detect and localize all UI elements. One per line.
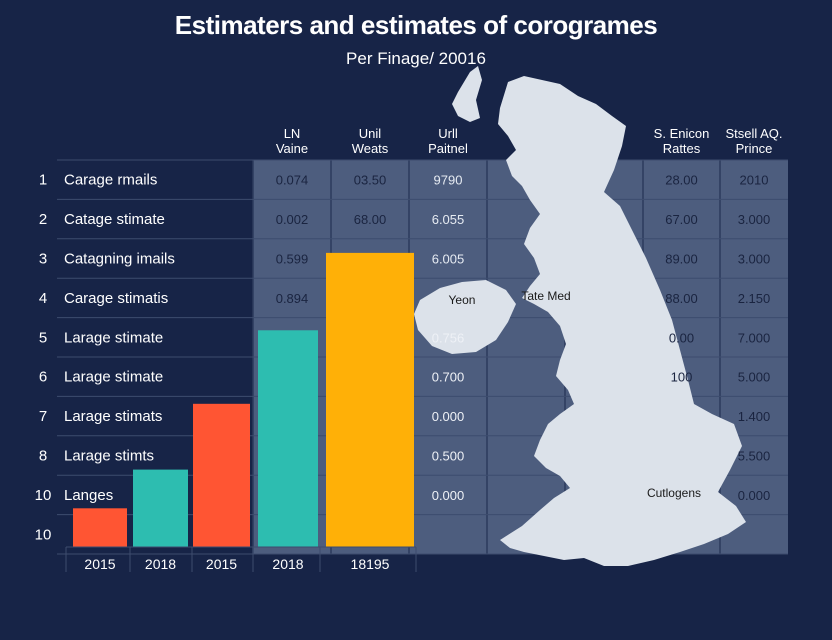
x-tick-label-5: 18195: [351, 556, 390, 572]
table-cell: 0.700: [432, 370, 465, 385]
row-number: 7: [39, 408, 47, 425]
map-label-1: Yeon: [449, 293, 476, 307]
table-cell: 6.055: [432, 212, 465, 227]
column-header-1-line2: Vaine: [276, 141, 308, 156]
table-cell: 0.002: [276, 212, 309, 227]
row-label: Catagning imails: [64, 251, 175, 268]
column-header-3-line2: Paitnel: [428, 141, 468, 156]
row-label: Larage stimate: [64, 369, 163, 386]
column-header-6-line2: Rattes: [663, 141, 701, 156]
column-header-6-line1: S. Enicon: [654, 126, 710, 141]
table-cell: 0.074: [276, 173, 309, 188]
table-cell: 0.000: [432, 488, 465, 503]
x-tick-label-3: 2015: [206, 556, 237, 572]
row-number: 5: [39, 329, 47, 346]
column-header-2-line2: Weats: [352, 141, 389, 156]
uk-map-great-britain: [498, 76, 746, 566]
row-label: Larage stimats: [64, 408, 162, 425]
table-cell: 67.00: [665, 212, 698, 227]
table-cell: 6.005: [432, 252, 465, 267]
bar-3: [193, 403, 250, 547]
row-number: 10: [35, 526, 52, 543]
row-label: Carage stimatis: [64, 290, 168, 307]
table-cell: 03.50: [354, 173, 387, 188]
table-cell: 100: [671, 370, 693, 385]
bar-5: [326, 252, 414, 547]
row-label: Larage stimate: [64, 329, 163, 346]
row-label: Catage stimate: [64, 211, 165, 228]
table-cell: 9790: [434, 173, 463, 188]
uk-map-ireland: [414, 280, 516, 354]
table-cell: 88.00: [665, 291, 698, 306]
row-number: 6: [39, 369, 47, 386]
column-header-7-line1: Stsell AQ.: [725, 126, 782, 141]
uk-map-hebrides: [452, 66, 482, 122]
column-header-3-line1: Urll: [438, 126, 458, 141]
table-cell: 0.894: [276, 291, 309, 306]
column-header-7-line2: Prince: [736, 141, 773, 156]
table-cell: 28.00: [665, 173, 698, 188]
map-label-2: Tate Med: [521, 289, 570, 303]
row-number: 10: [35, 487, 52, 504]
row-number: 8: [39, 448, 47, 465]
bar-2: [133, 469, 188, 547]
row-label: Carage rmails: [64, 172, 157, 189]
uk-map: [414, 66, 746, 566]
table-cell: 0.000: [738, 488, 771, 503]
table-cell: 0.599: [276, 252, 309, 267]
chart-subtitle: Per Finage/ 20016: [346, 49, 486, 68]
column-header-1-line1: LN: [284, 126, 301, 141]
x-tick-label-1: 2015: [84, 556, 115, 572]
table-cell: 0.500: [432, 449, 465, 464]
table-cell: 0.00: [669, 330, 694, 345]
table-cell: 7.000: [738, 330, 771, 345]
row-label: Langes: [64, 487, 113, 504]
table-cell: 2010: [740, 173, 769, 188]
table-cell: 3.000: [738, 252, 771, 267]
table-cell: 1.400: [738, 409, 771, 424]
x-tick-label-2: 2018: [145, 556, 176, 572]
bar-1: [73, 508, 127, 547]
row-number: 4: [39, 290, 47, 307]
table-cell: 0.756: [432, 330, 465, 345]
table-cell: 2.150: [738, 291, 771, 306]
map-label-3: Cutlogens: [647, 486, 701, 500]
table-cell: 0.000: [432, 409, 465, 424]
row-number: 3: [39, 251, 47, 268]
column-header-2-line1: Unil: [359, 126, 382, 141]
row-number: 2: [39, 211, 47, 228]
table-cell: 3.000: [738, 212, 771, 227]
table-cell: 5.500: [738, 449, 771, 464]
row-number: 1: [39, 172, 47, 189]
x-tick-label-4: 2018: [272, 556, 303, 572]
table-cell: 89.00: [665, 252, 698, 267]
chart-title: Estimaters and estimates of corogrames: [174, 10, 658, 40]
table-cell: 68.00: [354, 212, 387, 227]
row-label: Larage stimts: [64, 448, 154, 465]
bar-4: [258, 330, 318, 547]
table-cell: 5.000: [738, 370, 771, 385]
